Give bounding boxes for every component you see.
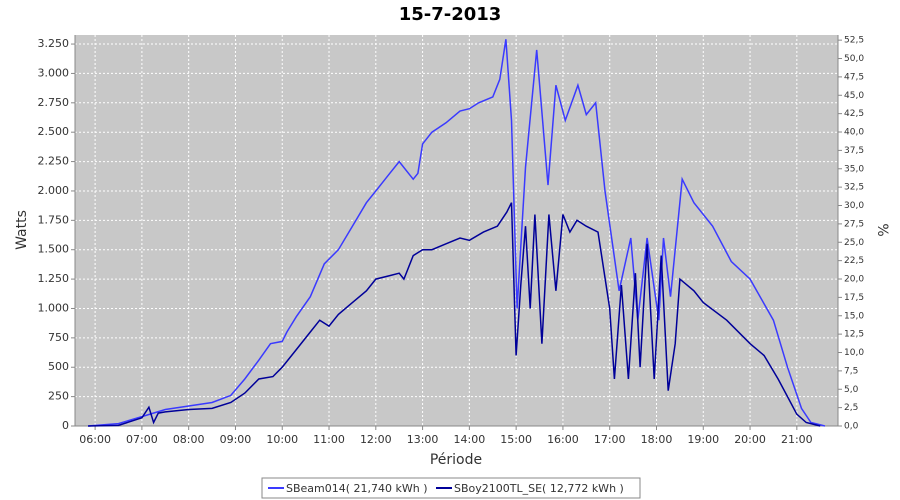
y2-tick-label: 32,5: [844, 183, 864, 193]
y-tick-label: 1.750: [38, 213, 70, 226]
y2-tick-label: 5,0: [844, 385, 859, 395]
y2-tick-label: 27,5: [844, 219, 864, 229]
x-tick-label: 17:00: [594, 433, 626, 446]
y-tick-label: 0: [62, 419, 69, 432]
y2-tick-label: 2,5: [844, 403, 858, 413]
y2-tick-label: 10,0: [844, 348, 864, 358]
y2-tick-label: 25,0: [844, 238, 864, 248]
y2-tick-label: 17,5: [844, 293, 864, 303]
y2-tick-label: 0,0: [844, 422, 859, 432]
x-tick-label: 18:00: [641, 433, 673, 446]
y2-tick-label: 42,5: [844, 109, 864, 119]
y2-tick-label: 15,0: [844, 311, 864, 321]
y2-tick-label: 35,0: [844, 164, 864, 174]
series-line: [88, 39, 826, 427]
x-tick-label: 10:00: [266, 433, 298, 446]
y2-axis-label: %: [874, 223, 890, 236]
x-tick-label: 08:00: [173, 433, 205, 446]
y2-tick-label: 20,0: [844, 275, 864, 285]
y-tick-label: 750: [48, 331, 69, 344]
x-tick-label: 11:00: [313, 433, 345, 446]
x-tick-label: 15:00: [500, 433, 532, 446]
y2-tick-label: 50,0: [844, 54, 864, 64]
y-tick-label: 1.000: [38, 301, 70, 314]
chart-title: 15-7-2013: [399, 4, 502, 25]
y2-tick-label: 12,5: [844, 330, 864, 340]
y2-tick-label: 52,5: [844, 36, 864, 46]
x-tick-label: 07:00: [126, 433, 158, 446]
legend-label: SBeam014( 21,740 kWh ): [286, 482, 428, 495]
series-line: [88, 202, 821, 427]
x-tick-label: 09:00: [220, 433, 252, 446]
y-tick-label: 3.000: [38, 66, 70, 79]
plot-area: [75, 35, 838, 426]
y-tick-label: 250: [48, 390, 69, 403]
y-tick-label: 2.750: [38, 96, 70, 109]
y2-tick-label: 45,0: [844, 91, 864, 101]
y2-tick-label: 30,0: [844, 201, 864, 211]
y-tick-label: 3.250: [38, 37, 70, 50]
x-tick-label: 12:00: [360, 433, 392, 446]
y2-tick-label: 47,5: [844, 72, 864, 82]
y-tick-label: 2.250: [38, 155, 70, 168]
y-tick-label: 1.250: [38, 272, 70, 285]
y-axis-label: Watts: [14, 210, 30, 250]
y-tick-label: 500: [48, 360, 69, 373]
x-tick-label: 19:00: [687, 433, 719, 446]
x-axis-label: Période: [430, 452, 482, 468]
legend-label: SBoy2100TL_SE( 12,772 kWh ): [454, 482, 624, 495]
x-tick-label: 20:00: [734, 433, 766, 446]
y-tick-label: 1.500: [38, 243, 70, 256]
x-tick-label: 21:00: [781, 433, 813, 446]
x-tick-label: 14:00: [454, 433, 486, 446]
y-tick-label: 2.000: [38, 184, 70, 197]
y2-tick-label: 40,0: [844, 128, 864, 138]
x-tick-label: 06:00: [79, 433, 111, 446]
y2-tick-label: 37,5: [844, 146, 864, 156]
y2-tick-label: 22,5: [844, 256, 864, 266]
y-tick-label: 2.500: [38, 125, 70, 138]
x-tick-label: 13:00: [407, 433, 439, 446]
y2-tick-label: 7,5: [844, 366, 858, 376]
x-tick-label: 16:00: [547, 433, 579, 446]
